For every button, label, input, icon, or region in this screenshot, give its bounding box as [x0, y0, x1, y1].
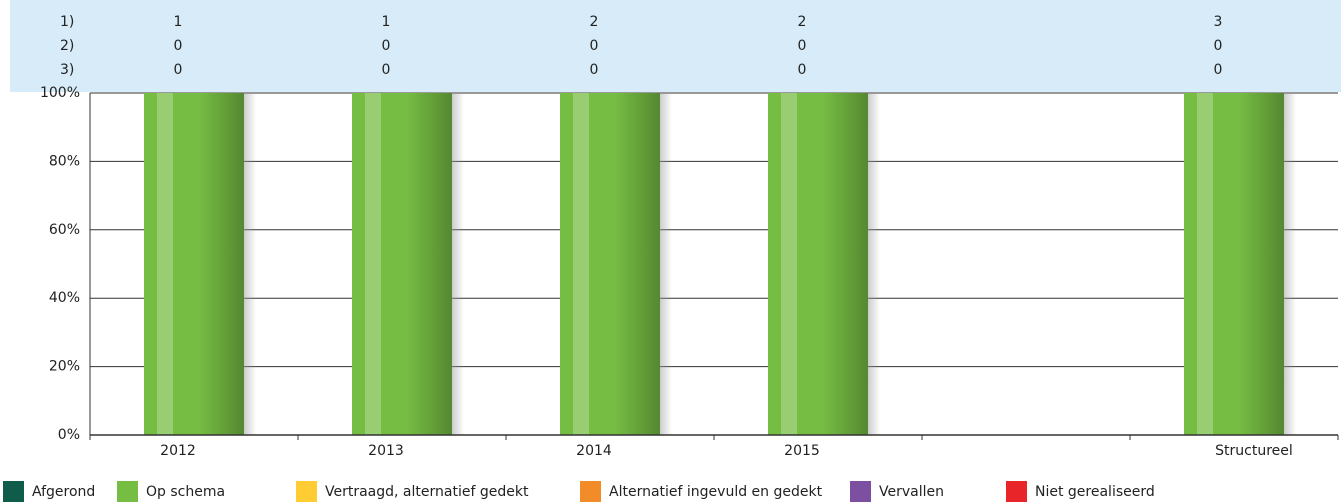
y-tick-label: 40% — [49, 290, 80, 306]
legend-swatch — [117, 481, 138, 502]
y-tick-label: 0% — [58, 427, 80, 443]
row-count: 0 — [382, 62, 391, 78]
row-count: 0 — [798, 62, 807, 78]
x-tick-label: Structureel — [1215, 443, 1293, 459]
x-tick-label: 2012 — [160, 443, 196, 459]
legend-label: Vertraagd, alternatief gedekt — [325, 484, 529, 500]
row-count: 0 — [590, 62, 599, 78]
row-count: 1 — [382, 14, 391, 30]
y-tick-label: 60% — [49, 222, 80, 238]
row-count: 2 — [590, 14, 599, 30]
row-count: 0 — [590, 38, 599, 54]
bar-shadow — [868, 93, 880, 435]
bar-shadow — [660, 93, 672, 435]
row-label: 1) — [60, 14, 74, 30]
legend-swatch — [1006, 481, 1027, 502]
y-tick-label: 80% — [49, 153, 80, 169]
x-tick-label: 2013 — [368, 443, 404, 459]
row-label: 2) — [60, 38, 74, 54]
bar-shadow — [452, 93, 464, 435]
row-count: 2 — [798, 14, 807, 30]
row-count: 0 — [1214, 38, 1223, 54]
bar-shade — [144, 93, 244, 435]
legend-swatch — [580, 481, 601, 502]
bar-shade — [352, 93, 452, 435]
bar-shadow — [1284, 93, 1296, 435]
legend-label: Op schema — [146, 484, 225, 500]
legend-label: Alternatief ingevuld en gedekt — [609, 484, 823, 500]
row-label: 3) — [60, 62, 74, 78]
y-tick-label: 100% — [40, 85, 80, 101]
row-count: 0 — [174, 62, 183, 78]
legend-label: Vervallen — [879, 484, 944, 500]
x-tick-label: 2015 — [784, 443, 820, 459]
legend-label: Niet gerealiseerd — [1035, 484, 1155, 500]
bar-shadow — [244, 93, 256, 435]
legend-swatch — [850, 481, 871, 502]
row-count: 0 — [174, 38, 183, 54]
legend-swatch — [296, 481, 317, 502]
legend-label: Afgerond — [32, 484, 95, 500]
row-count: 0 — [1214, 62, 1223, 78]
row-count: 0 — [798, 38, 807, 54]
row-count: 1 — [174, 14, 183, 30]
header-band — [10, 0, 1341, 92]
y-tick-label: 20% — [49, 359, 80, 375]
x-tick-label: 2014 — [576, 443, 612, 459]
row-count: 3 — [1214, 14, 1223, 30]
bar-shade — [768, 93, 868, 435]
bar-shade — [560, 93, 660, 435]
row-count: 0 — [382, 38, 391, 54]
legend-swatch — [3, 481, 24, 502]
bar-shade — [1184, 93, 1284, 435]
